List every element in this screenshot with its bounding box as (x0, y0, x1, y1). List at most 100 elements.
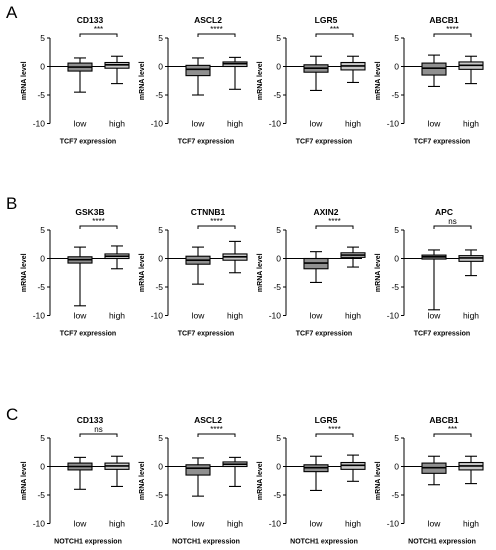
chart-a-abcb1-significance-label: **** (446, 25, 458, 34)
chart-b-apc-title: APC (435, 207, 453, 217)
chart-a-cd133-y-tick-label: 5 (40, 33, 45, 43)
panel-label-a: A (6, 3, 18, 22)
chart-c-abcb1-significance-label: *** (448, 425, 457, 434)
chart-a-ascl2-low-box (185, 64, 211, 77)
chart-b-gsk3b-y-tick-label: -10 (33, 311, 46, 321)
chart-b-gsk3b-y-tick-label: 5 (40, 225, 45, 235)
chart-a-abcb1-y-tick-label: 0 (394, 62, 399, 72)
chart-c-cd133-y-tick-label: -5 (37, 490, 45, 500)
chart-c-lgr5-significance-label: **** (328, 425, 340, 434)
chart-a-abcb1-significance-bracket (433, 33, 472, 37)
chart-b-axin2-significance-label: **** (328, 217, 340, 226)
chart-c-lgr5-title: LGR5 (315, 415, 338, 425)
chart-b-axin2-title: AXIN2 (313, 207, 338, 217)
chart-b-gsk3b-significance-label: **** (92, 217, 104, 226)
chart-c-ascl2-low-category-label: low (192, 519, 206, 529)
chart-a-ascl2-high-category-label: high (227, 119, 243, 129)
chart-a-abcb1-low-box (421, 62, 447, 76)
chart-a-cd133-x-label: TCF7 expression (60, 139, 116, 146)
chart-c-lgr5-y-tick-label: 5 (276, 433, 281, 443)
chart-c-ascl2-high-category-label: high (227, 519, 243, 529)
chart-c-lgr5-significance-bracket (315, 433, 354, 437)
chart-c-ascl2-significance-label: **** (210, 425, 222, 434)
chart-a-lgr5-y-label: mRNA level (257, 61, 264, 100)
chart-c-cd133-title: CD133 (77, 415, 104, 425)
chart-a-cd133-y-label: mRNA level (21, 61, 28, 100)
chart-a-ascl2-x-label: TCF7 expression (178, 139, 234, 146)
chart-c-ascl2-low-box (185, 464, 211, 476)
chart-a-abcb1-x-label: TCF7 expression (414, 139, 470, 146)
chart-b-axin2-y-tick-label: -5 (273, 282, 281, 292)
chart-b-gsk3b-y-label: mRNA level (21, 253, 28, 292)
chart-a-lgr5-y-tick-label: -5 (273, 90, 281, 100)
chart-b-ctnnb1-y-tick-label: -5 (155, 282, 163, 292)
chart-c-lgr5-y-tick-label: 0 (276, 462, 281, 472)
chart-b-axin2-y-label: mRNA level (257, 253, 264, 292)
chart-c-lgr5-high-category-label: high (345, 519, 361, 529)
chart-a-ascl2-y-tick-label: -10 (151, 119, 164, 129)
chart-a-abcb1-y-tick-label: 5 (394, 33, 399, 43)
chart-a-abcb1-y-tick-label: -5 (391, 90, 399, 100)
chart-b-apc-y-label: mRNA level (375, 253, 382, 292)
chart-c-ascl2-x-label: NOTCH1 expression (172, 539, 240, 546)
chart-b-axin2-significance-bracket (315, 225, 354, 229)
chart-b-axin2-y-tick-label: 0 (276, 254, 281, 264)
chart-a-abcb1-high-category-label: high (463, 119, 479, 129)
chart-a-ascl2-low-category-label: low (192, 119, 206, 129)
chart-c-abcb1-y-tick-label: 5 (394, 433, 399, 443)
chart-b-gsk3b-y-tick-label: 0 (40, 254, 45, 264)
chart-b-apc-low-category-label: low (428, 311, 442, 321)
chart-c-ascl2-significance-bracket (197, 433, 236, 437)
chart-b-gsk3b-y-tick-label: -5 (37, 282, 45, 292)
chart-a-lgr5-y-tick-label: 5 (276, 33, 281, 43)
chart-b-ctnnb1-x-label: TCF7 expression (178, 331, 234, 338)
chart-c-lgr5-y-tick-label: -5 (273, 490, 281, 500)
chart-b-apc-x-label: TCF7 expression (414, 331, 470, 338)
chart-c-cd133-significance-label: ns (94, 425, 102, 434)
chart-c-ascl2-y-tick-label: -10 (151, 519, 164, 529)
chart-b-gsk3b-title: GSK3B (75, 207, 104, 217)
chart-a-abcb1-low-category-label: low (428, 119, 442, 129)
chart-b-apc-significance-label: ns (448, 217, 456, 226)
chart-b-axin2-y-tick-label: -10 (269, 311, 282, 321)
chart-b-axin2-high-category-label: high (345, 311, 361, 321)
chart-a-abcb1-y-label: mRNA level (375, 61, 382, 100)
chart-b-ctnnb1-y-tick-label: 0 (158, 254, 163, 264)
chart-a-lgr5-x-label: TCF7 expression (296, 139, 352, 146)
chart-b-ctnnb1-y-label: mRNA level (139, 253, 146, 292)
chart-c-cd133-y-tick-label: -10 (33, 519, 46, 529)
chart-b-apc-high-category-label: high (463, 311, 479, 321)
chart-a-cd133-low-category-label: low (74, 119, 88, 129)
chart-b-gsk3b-x-label: TCF7 expression (60, 331, 116, 338)
chart-c-abcb1-y-tick-label: -5 (391, 490, 399, 500)
chart-c-lgr5-y-label: mRNA level (257, 461, 264, 500)
chart-c-abcb1-y-tick-label: -10 (387, 519, 400, 529)
chart-b-axin2-x-label: TCF7 expression (296, 331, 352, 338)
chart-b-apc-significance-bracket (433, 225, 472, 229)
chart-a-lgr5-significance-bracket (315, 33, 354, 37)
chart-b-ctnnb1-significance-bracket (197, 225, 236, 229)
chart-c-cd133-x-label: NOTCH1 expression (54, 539, 122, 546)
chart-c-lgr5-low-category-label: low (310, 519, 324, 529)
chart-c-abcb1-significance-bracket (433, 433, 472, 437)
chart-c-lgr5-x-label: NOTCH1 expression (290, 539, 358, 546)
chart-a-lgr5-title: LGR5 (315, 15, 338, 25)
chart-c-abcb1-x-label: NOTCH1 expression (408, 539, 476, 546)
chart-a-cd133-title: CD133 (77, 15, 104, 25)
chart-b-ctnnb1-y-tick-label: 5 (158, 225, 163, 235)
chart-c-cd133-high-category-label: high (109, 519, 125, 529)
chart-c-ascl2-y-tick-label: 0 (158, 462, 163, 472)
chart-a-lgr5-y-tick-label: -10 (269, 119, 282, 129)
chart-a-ascl2-significance-label: **** (210, 25, 222, 34)
chart-a-cd133-significance-bracket (79, 33, 118, 37)
chart-b-ctnnb1-y-tick-label: -10 (151, 311, 164, 321)
chart-c-abcb1-y-tick-label: 0 (394, 462, 399, 472)
chart-b-ctnnb1-title: CTNNB1 (191, 207, 226, 217)
chart-a-abcb1-y-tick-label: -10 (387, 119, 400, 129)
chart-b-gsk3b-significance-bracket (79, 225, 118, 229)
chart-a-lgr5-y-tick-label: 0 (276, 62, 281, 72)
chart-a-ascl2-y-label: mRNA level (139, 61, 146, 100)
chart-a-lgr5-low-category-label: low (310, 119, 324, 129)
chart-b-gsk3b-high-category-label: high (109, 311, 125, 321)
